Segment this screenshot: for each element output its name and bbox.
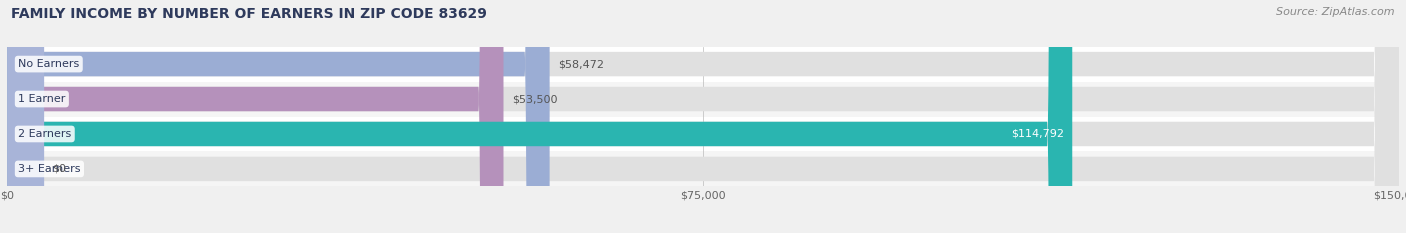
Text: $114,792: $114,792 bbox=[1011, 129, 1064, 139]
FancyBboxPatch shape bbox=[7, 0, 1399, 233]
Bar bbox=[7, 82, 1399, 116]
Bar bbox=[7, 47, 1399, 82]
Text: $53,500: $53,500 bbox=[512, 94, 557, 104]
FancyBboxPatch shape bbox=[7, 0, 44, 233]
Text: $58,472: $58,472 bbox=[558, 59, 605, 69]
FancyBboxPatch shape bbox=[7, 0, 1399, 233]
FancyBboxPatch shape bbox=[7, 0, 1399, 233]
Text: $0: $0 bbox=[52, 164, 66, 174]
Text: 3+ Earners: 3+ Earners bbox=[18, 164, 80, 174]
Text: No Earners: No Earners bbox=[18, 59, 79, 69]
Bar bbox=[7, 151, 1399, 186]
FancyBboxPatch shape bbox=[7, 0, 550, 233]
FancyBboxPatch shape bbox=[7, 0, 1399, 233]
Text: Source: ZipAtlas.com: Source: ZipAtlas.com bbox=[1277, 7, 1395, 17]
Text: FAMILY INCOME BY NUMBER OF EARNERS IN ZIP CODE 83629: FAMILY INCOME BY NUMBER OF EARNERS IN ZI… bbox=[11, 7, 486, 21]
FancyBboxPatch shape bbox=[7, 0, 503, 233]
Bar bbox=[7, 116, 1399, 151]
Text: 1 Earner: 1 Earner bbox=[18, 94, 66, 104]
FancyBboxPatch shape bbox=[7, 0, 1073, 233]
Text: 2 Earners: 2 Earners bbox=[18, 129, 72, 139]
